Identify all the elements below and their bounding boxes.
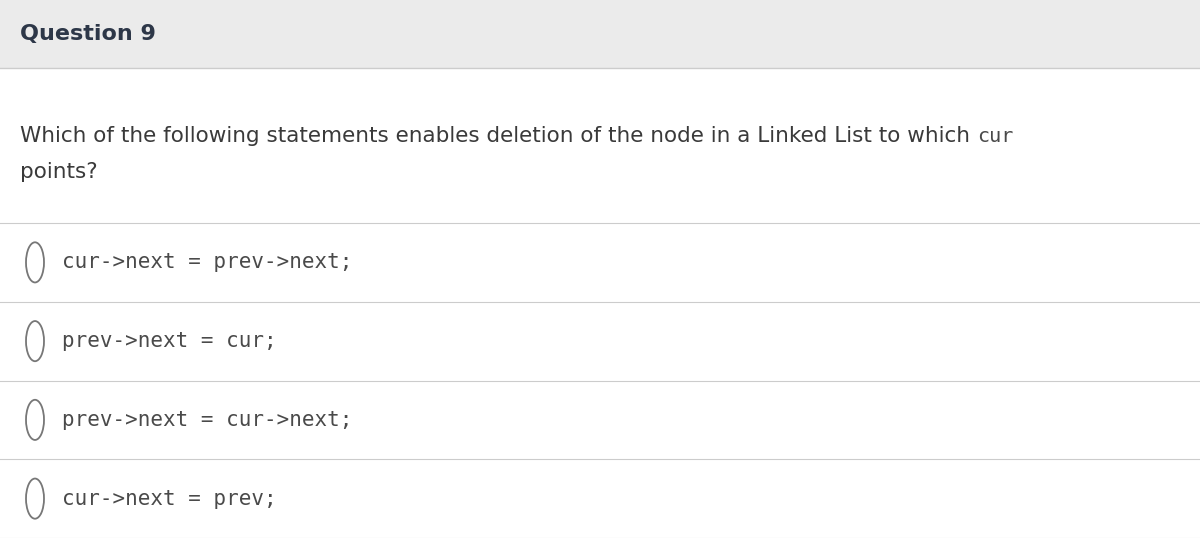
- Text: points?: points?: [20, 162, 97, 182]
- Text: cur: cur: [977, 126, 1013, 145]
- Text: prev->next = cur;: prev->next = cur;: [62, 331, 277, 351]
- Bar: [0, 0, 1200, 68]
- Text: cur->next = prev;: cur->next = prev;: [62, 489, 277, 508]
- Text: prev->next = cur->next;: prev->next = cur->next;: [62, 410, 353, 430]
- Text: Question 9: Question 9: [20, 24, 156, 44]
- Text: cur->next = prev->next;: cur->next = prev->next;: [62, 252, 353, 272]
- Text: Which of the following statements enables deletion of the node in a Linked List : Which of the following statements enable…: [20, 126, 977, 146]
